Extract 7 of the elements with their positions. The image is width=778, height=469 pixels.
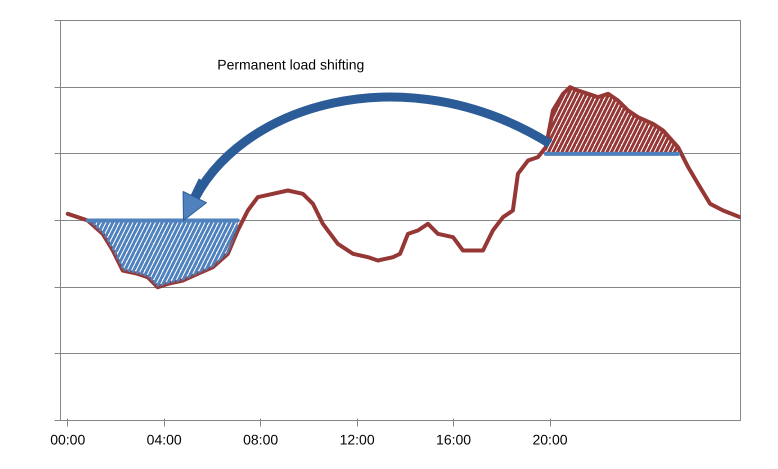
x-tick-label: 04:00 — [146, 432, 182, 448]
text: Permanent load shifting — [217, 56, 364, 72]
x-tick-label: 16:00 — [436, 432, 472, 448]
x-tick-label: 00:00 — [50, 432, 86, 448]
x-tick-label: 08:00 — [243, 432, 278, 448]
x-tick-label: 20:00 — [532, 432, 568, 448]
x-tick-label: 12:00 — [340, 432, 375, 448]
